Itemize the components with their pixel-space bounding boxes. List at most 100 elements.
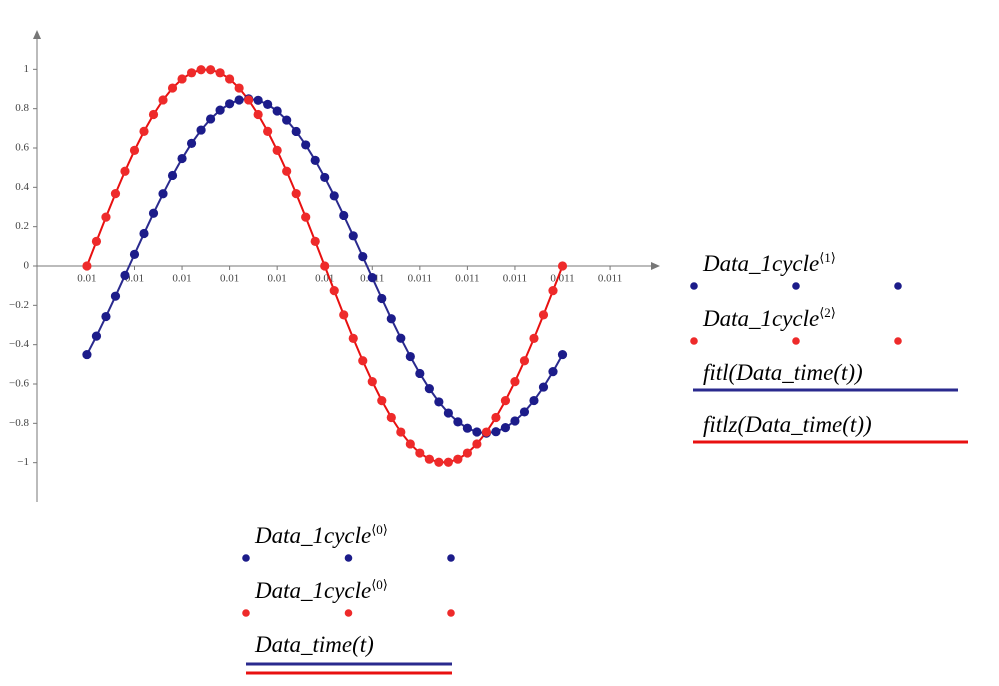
data-point bbox=[177, 74, 187, 84]
data-point bbox=[244, 95, 254, 105]
data-point bbox=[396, 333, 406, 343]
x-tick-label: 0.011 bbox=[598, 273, 622, 285]
data-point bbox=[548, 286, 558, 296]
data-point bbox=[424, 454, 434, 464]
data-point bbox=[358, 252, 368, 262]
data-point bbox=[443, 408, 453, 418]
legend-dot bbox=[690, 282, 698, 290]
legend-dot bbox=[447, 554, 455, 562]
legend-dot bbox=[690, 337, 698, 345]
data-point bbox=[453, 417, 463, 427]
expression-index: ⟨0⟩ bbox=[371, 522, 388, 537]
data-point bbox=[196, 65, 206, 75]
y-tick-label: 0.2 bbox=[15, 220, 29, 232]
data-point bbox=[101, 311, 111, 322]
data-point bbox=[320, 261, 330, 271]
data-point bbox=[491, 412, 501, 423]
data-point bbox=[282, 115, 292, 125]
data-point bbox=[472, 439, 482, 449]
data-point bbox=[272, 106, 282, 116]
data-point bbox=[82, 349, 92, 360]
x-tick-label: 0.01 bbox=[315, 273, 334, 285]
data-point bbox=[519, 356, 530, 366]
data-point bbox=[234, 83, 244, 93]
data-point bbox=[225, 74, 235, 84]
data-point bbox=[453, 454, 463, 464]
x-tick-label: 0.011 bbox=[503, 273, 527, 285]
data-point bbox=[310, 155, 320, 165]
data-point bbox=[129, 145, 140, 155]
expression: Data_time(t) bbox=[254, 632, 374, 657]
data-point bbox=[101, 212, 111, 222]
data-point bbox=[158, 95, 168, 105]
data-point bbox=[367, 377, 377, 387]
legend-dot bbox=[792, 282, 800, 290]
legend-dot bbox=[447, 609, 455, 617]
data-point bbox=[405, 351, 415, 362]
expression: fitl(Data_time(t)) bbox=[703, 360, 863, 385]
data-point bbox=[348, 231, 358, 241]
y-tick-label: 0 bbox=[24, 260, 30, 272]
x-tick-label: 0.01 bbox=[268, 273, 287, 285]
data-point bbox=[205, 114, 216, 124]
data-point bbox=[148, 208, 159, 218]
x-tick-label: 0.01 bbox=[172, 273, 191, 285]
expression-name: Data_1cycle bbox=[702, 306, 819, 331]
data-point bbox=[234, 95, 244, 105]
data-point bbox=[557, 349, 568, 360]
x-tick-label: 0.01 bbox=[77, 273, 96, 285]
data-point bbox=[186, 68, 197, 78]
legend-dot bbox=[792, 337, 800, 345]
data-point bbox=[367, 273, 377, 283]
data-point bbox=[339, 210, 349, 221]
legend-dot bbox=[242, 609, 250, 617]
x-tick-label: 0.011 bbox=[455, 273, 479, 285]
data-point bbox=[462, 448, 472, 458]
data-point bbox=[110, 291, 121, 301]
data-point bbox=[443, 457, 453, 467]
expression-name: Data_1cycle bbox=[702, 251, 819, 276]
y-axis-arrow bbox=[33, 30, 41, 39]
data-point bbox=[196, 125, 206, 135]
data-point bbox=[405, 439, 415, 449]
data-point bbox=[472, 427, 482, 437]
data-point bbox=[529, 333, 539, 343]
data-point bbox=[396, 427, 406, 437]
y-tick-label: −1 bbox=[17, 456, 29, 468]
expression-index: ⟨0⟩ bbox=[371, 577, 388, 592]
y-tick-label: −0.2 bbox=[9, 299, 29, 311]
x-tick-label: 0.01 bbox=[125, 273, 144, 285]
data-point bbox=[215, 68, 225, 78]
data-point bbox=[548, 367, 558, 377]
data-point bbox=[177, 153, 187, 164]
x-tick-label: 0.011 bbox=[408, 273, 432, 285]
data-point bbox=[415, 448, 425, 458]
data-point bbox=[129, 249, 140, 259]
data-point bbox=[139, 228, 149, 239]
x-tick-label: 0.011 bbox=[550, 273, 574, 285]
data-point bbox=[348, 333, 358, 343]
data-point bbox=[263, 126, 273, 136]
data-point bbox=[272, 145, 282, 155]
expression: Data_1cycle⟨0⟩ bbox=[254, 522, 388, 548]
expression-index: ⟨1⟩ bbox=[819, 250, 836, 265]
data-point bbox=[282, 166, 292, 176]
legend-dot bbox=[344, 554, 353, 562]
data-point bbox=[148, 109, 159, 120]
data-point bbox=[139, 126, 149, 136]
data-point bbox=[91, 236, 102, 246]
data-point bbox=[339, 310, 349, 320]
expression: fitlz(Data_time(t)) bbox=[703, 412, 872, 437]
data-point bbox=[557, 261, 568, 271]
y-tick-label: −0.6 bbox=[9, 378, 29, 390]
legend-dot bbox=[894, 282, 902, 290]
data-point bbox=[82, 261, 92, 271]
data-point bbox=[291, 126, 301, 137]
expression-index: ⟨2⟩ bbox=[819, 305, 836, 320]
data-point bbox=[205, 65, 216, 75]
data-point bbox=[386, 412, 396, 423]
data-point bbox=[358, 356, 368, 366]
data-point bbox=[510, 416, 520, 426]
data-point bbox=[120, 166, 130, 176]
data-point bbox=[158, 189, 168, 199]
